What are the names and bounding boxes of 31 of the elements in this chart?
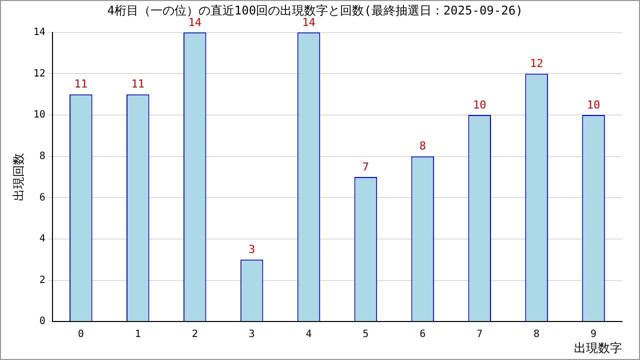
data-label: 3 xyxy=(248,242,256,256)
y-tick-label: 14 xyxy=(33,26,46,38)
x-tick-label: 4 xyxy=(306,329,312,340)
x-tick-label: 1 xyxy=(134,329,141,340)
x-tick-label: 8 xyxy=(534,329,540,340)
y-axis-title: 出現回数 xyxy=(11,153,26,201)
x-tick-label: 7 xyxy=(476,329,483,340)
data-label: 14 xyxy=(302,16,316,29)
y-tick-label: 6 xyxy=(39,192,46,204)
x-tick-label: 9 xyxy=(590,329,597,340)
x-tick-label: 3 xyxy=(248,329,255,340)
x-tick-label: 6 xyxy=(420,329,426,340)
data-label: 12 xyxy=(530,57,544,70)
y-tick-label: 12 xyxy=(33,68,46,80)
data-label: 10 xyxy=(472,98,486,112)
y-tick-label: 4 xyxy=(39,234,46,245)
data-label: 14 xyxy=(188,16,202,29)
data-label: 10 xyxy=(586,98,600,112)
y-tick-label: 8 xyxy=(39,150,46,162)
data-label: 11 xyxy=(74,78,88,91)
y-tick-label: 10 xyxy=(33,110,46,121)
data-label: 11 xyxy=(131,78,144,91)
data-label: 8 xyxy=(419,140,426,153)
x-tick-label: 2 xyxy=(192,329,198,340)
y-tick-label: 2 xyxy=(39,274,46,286)
y-tick-label: 0 xyxy=(39,316,46,328)
chart-title: 4桁目（一の位）の直近100回の出現数字と回数(最終抽選日：2025-09-26) xyxy=(107,3,523,18)
data-label: 7 xyxy=(362,160,370,174)
x-axis-title: 出現数字 xyxy=(574,340,622,355)
x-tick-label: 0 xyxy=(78,329,84,340)
x-tick-label: 5 xyxy=(362,329,369,340)
